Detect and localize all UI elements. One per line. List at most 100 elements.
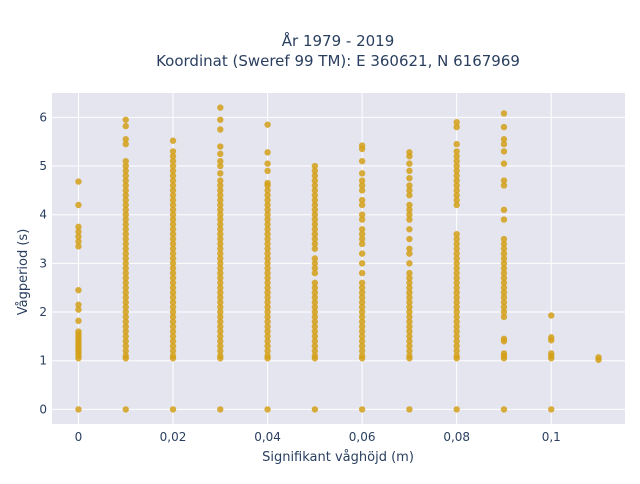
data-point bbox=[406, 333, 413, 340]
data-point bbox=[122, 342, 129, 350]
data-point bbox=[406, 352, 413, 360]
data-point bbox=[264, 226, 271, 233]
data-point bbox=[217, 235, 224, 243]
data-point bbox=[406, 284, 413, 291]
data-point bbox=[358, 299, 366, 306]
data-point bbox=[406, 342, 413, 350]
data-point bbox=[406, 187, 413, 194]
data-point bbox=[217, 177, 224, 184]
data-point bbox=[169, 235, 177, 243]
data-point bbox=[217, 170, 224, 177]
y-tick-label: 1 bbox=[39, 354, 47, 368]
y-tick-label: 3 bbox=[39, 256, 47, 270]
data-point bbox=[453, 162, 460, 170]
data-point bbox=[217, 338, 224, 345]
data-point bbox=[217, 162, 224, 170]
data-point bbox=[122, 177, 129, 184]
data-point bbox=[264, 187, 271, 194]
data-point bbox=[217, 143, 224, 150]
data-point bbox=[122, 289, 129, 296]
data-point bbox=[122, 230, 129, 238]
data-point bbox=[311, 308, 319, 316]
data-point bbox=[122, 279, 129, 287]
data-point bbox=[453, 255, 460, 262]
data-point bbox=[122, 352, 129, 360]
y-tick-label: 6 bbox=[39, 110, 47, 124]
data-point bbox=[169, 230, 177, 238]
data-point bbox=[453, 260, 460, 267]
data-point bbox=[169, 318, 177, 325]
data-point bbox=[500, 313, 508, 321]
data-point bbox=[122, 136, 129, 143]
data-point bbox=[217, 230, 224, 238]
data-point bbox=[217, 221, 224, 228]
data-point bbox=[264, 260, 271, 267]
data-point bbox=[500, 235, 508, 243]
data-point bbox=[311, 265, 319, 272]
data-point bbox=[453, 235, 460, 243]
data-point bbox=[169, 352, 177, 360]
data-point bbox=[264, 313, 271, 321]
data-point bbox=[453, 328, 460, 335]
data-point bbox=[122, 216, 129, 223]
data-point bbox=[453, 172, 460, 179]
data-point bbox=[169, 313, 177, 321]
data-point bbox=[122, 201, 129, 209]
data-point bbox=[122, 211, 129, 218]
data-point bbox=[358, 201, 366, 209]
x-tick-label: 0,04 bbox=[254, 430, 281, 444]
data-point bbox=[500, 274, 508, 282]
data-point bbox=[406, 308, 413, 316]
data-point bbox=[217, 352, 224, 360]
data-point bbox=[122, 221, 129, 228]
data-point bbox=[217, 126, 224, 133]
data-point bbox=[169, 289, 177, 296]
data-point bbox=[311, 342, 319, 350]
data-point bbox=[500, 299, 508, 306]
data-point bbox=[217, 274, 224, 282]
plot-area bbox=[52, 93, 625, 424]
data-point bbox=[217, 299, 224, 306]
data-point bbox=[358, 279, 366, 287]
data-point bbox=[122, 347, 129, 355]
data-point bbox=[122, 206, 129, 214]
data-point bbox=[358, 342, 366, 350]
data-point bbox=[264, 121, 271, 128]
y-tick-label: 4 bbox=[39, 208, 47, 222]
data-point bbox=[264, 323, 271, 330]
x-tick-label: 0,02 bbox=[160, 430, 187, 444]
data-point bbox=[264, 216, 271, 223]
data-point bbox=[169, 333, 177, 340]
data-point bbox=[122, 338, 129, 345]
data-point bbox=[453, 289, 460, 296]
data-point bbox=[75, 178, 82, 185]
data-point bbox=[264, 211, 271, 218]
data-point bbox=[311, 196, 319, 204]
x-axis-label: Signifikant våghöjd (m) bbox=[262, 450, 414, 465]
data-point bbox=[311, 201, 319, 209]
data-point bbox=[217, 157, 224, 165]
data-point bbox=[311, 255, 319, 262]
data-point bbox=[264, 294, 271, 301]
data-point bbox=[169, 274, 177, 282]
x-tick-label: 0,06 bbox=[349, 430, 376, 444]
data-point bbox=[122, 162, 129, 170]
data-point bbox=[358, 338, 366, 345]
data-point bbox=[358, 318, 366, 325]
data-point bbox=[264, 284, 271, 291]
data-point bbox=[358, 211, 366, 218]
data-point bbox=[169, 284, 177, 291]
data-point bbox=[217, 216, 224, 223]
data-point bbox=[264, 192, 271, 199]
data-point bbox=[169, 153, 177, 160]
data-point bbox=[122, 140, 129, 148]
data-point bbox=[500, 284, 508, 291]
data-point bbox=[500, 260, 508, 267]
data-point bbox=[75, 301, 82, 308]
data-point bbox=[217, 269, 224, 277]
data-points bbox=[75, 104, 602, 413]
data-point bbox=[169, 323, 177, 330]
data-point bbox=[264, 230, 271, 238]
data-point bbox=[122, 294, 129, 301]
data-point bbox=[122, 116, 129, 123]
